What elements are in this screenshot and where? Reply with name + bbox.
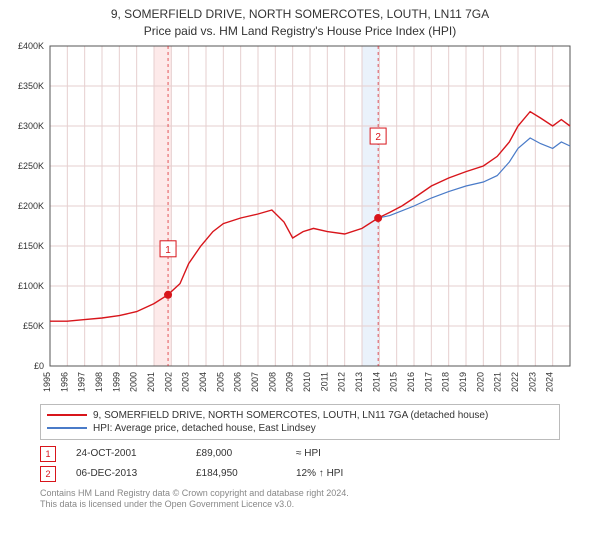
svg-text:2021: 2021 xyxy=(493,372,503,392)
svg-text:2001: 2001 xyxy=(146,372,156,392)
event-date: 24-OCT-2001 xyxy=(76,448,176,459)
event-row: 2 06-DEC-2013 £184,950 12% ↑ HPI xyxy=(40,464,560,484)
svg-text:2005: 2005 xyxy=(215,372,225,392)
legend-swatch xyxy=(47,414,87,416)
svg-text:2012: 2012 xyxy=(337,372,347,392)
event-price: £89,000 xyxy=(196,448,276,459)
svg-text:1995: 1995 xyxy=(42,372,52,392)
svg-text:2004: 2004 xyxy=(198,372,208,392)
event-marker: 1 xyxy=(40,446,56,462)
svg-text:1997: 1997 xyxy=(77,372,87,392)
svg-text:2019: 2019 xyxy=(458,372,468,392)
svg-text:£250K: £250K xyxy=(18,161,44,171)
svg-text:2009: 2009 xyxy=(285,372,295,392)
svg-text:£400K: £400K xyxy=(18,41,44,51)
legend-row: HPI: Average price, detached house, East… xyxy=(47,422,553,435)
svg-text:2023: 2023 xyxy=(527,372,537,392)
chart-title: 9, SOMERFIELD DRIVE, NORTH SOMERCOTES, L… xyxy=(0,0,600,40)
event-row: 1 24-OCT-2001 £89,000 ≈ HPI xyxy=(40,444,560,464)
svg-text:2018: 2018 xyxy=(441,372,451,392)
svg-text:1: 1 xyxy=(165,244,171,255)
event-marker: 2 xyxy=(40,466,56,482)
svg-text:1999: 1999 xyxy=(111,372,121,392)
svg-text:2020: 2020 xyxy=(475,372,485,392)
copyright-footer: Contains HM Land Registry data © Crown c… xyxy=(40,488,560,511)
svg-text:2017: 2017 xyxy=(423,372,433,392)
svg-text:£350K: £350K xyxy=(18,81,44,91)
price-chart: £0 £50K £100K £150K £200K £250K £300K £350K £400… xyxy=(0,40,586,398)
event-price: £184,950 xyxy=(196,468,276,479)
legend: 9, SOMERFIELD DRIVE, NORTH SOMERCOTES, L… xyxy=(40,404,560,440)
footer-line-2: This data is licensed under the Open Gov… xyxy=(40,499,560,511)
svg-text:2024: 2024 xyxy=(545,372,555,392)
legend-label: 9, SOMERFIELD DRIVE, NORTH SOMERCOTES, L… xyxy=(93,410,488,421)
svg-text:£50K: £50K xyxy=(23,321,44,331)
event-date: 06-DEC-2013 xyxy=(76,468,176,479)
svg-text:1996: 1996 xyxy=(59,372,69,392)
svg-text:2016: 2016 xyxy=(406,372,416,392)
svg-text:2008: 2008 xyxy=(267,372,277,392)
svg-text:2013: 2013 xyxy=(354,372,364,392)
svg-text:£0: £0 xyxy=(34,361,44,371)
svg-text:2014: 2014 xyxy=(371,372,381,392)
title-subtitle: Price paid vs. HM Land Registry's House … xyxy=(0,23,600,40)
legend-row: 9, SOMERFIELD DRIVE, NORTH SOMERCOTES, L… xyxy=(47,409,553,422)
svg-text:2006: 2006 xyxy=(233,372,243,392)
legend-label: HPI: Average price, detached house, East… xyxy=(93,423,316,434)
svg-text:2015: 2015 xyxy=(389,372,399,392)
svg-text:2: 2 xyxy=(375,132,381,143)
legend-swatch xyxy=(47,427,87,429)
event-delta: ≈ HPI xyxy=(296,448,376,459)
svg-text:£200K: £200K xyxy=(18,201,44,211)
footer-line-1: Contains HM Land Registry data © Crown c… xyxy=(40,488,560,500)
svg-text:2010: 2010 xyxy=(302,372,312,392)
svg-text:2007: 2007 xyxy=(250,372,260,392)
event-delta: 12% ↑ HPI xyxy=(296,468,376,479)
svg-text:2000: 2000 xyxy=(129,372,139,392)
svg-text:2003: 2003 xyxy=(181,372,191,392)
svg-text:£150K: £150K xyxy=(18,241,44,251)
svg-text:1998: 1998 xyxy=(94,372,104,392)
svg-text:2022: 2022 xyxy=(510,372,520,392)
svg-text:£300K: £300K xyxy=(18,121,44,131)
svg-text:£100K: £100K xyxy=(18,281,44,291)
sale-events: 1 24-OCT-2001 £89,000 ≈ HPI 2 06-DEC-2013 £184… xyxy=(40,444,560,484)
svg-text:2011: 2011 xyxy=(319,372,329,391)
title-address: 9, SOMERFIELD DRIVE, NORTH SOMERCOTES, L… xyxy=(0,6,600,23)
svg-text:2002: 2002 xyxy=(163,372,173,392)
